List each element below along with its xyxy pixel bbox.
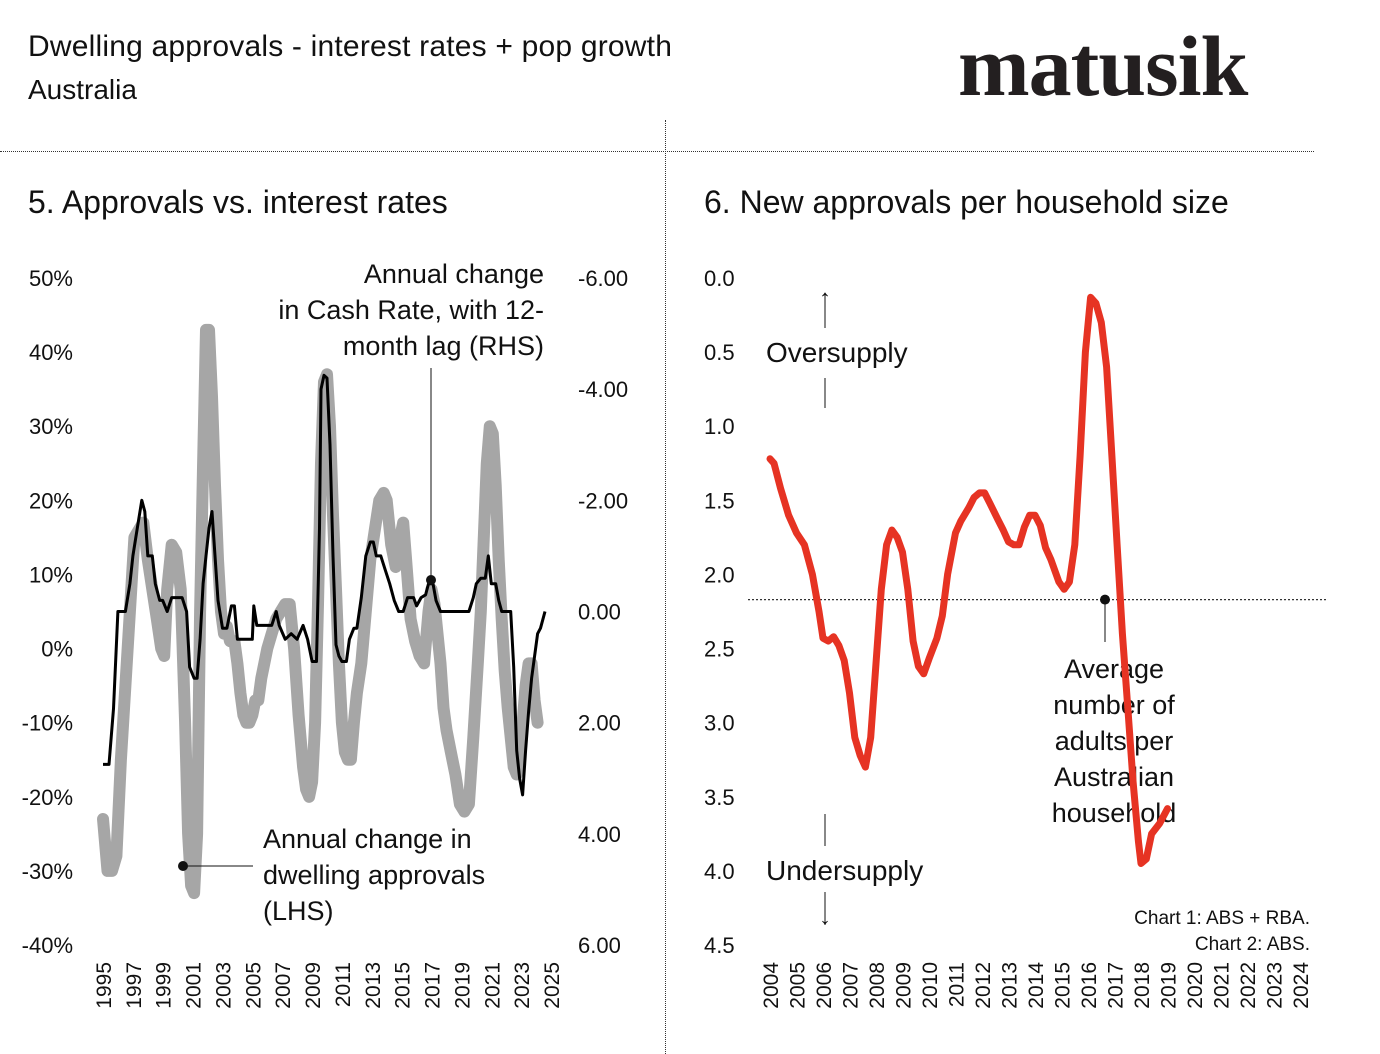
cash-rate-annotation-text: in Cash Rate, with 12- (278, 295, 544, 325)
right-axis-tick-label: 0.00 (578, 600, 621, 625)
right-axis-tick-label: -4.00 (578, 377, 628, 402)
y-axis-tick-label: 1.0 (704, 414, 735, 439)
x-axis-tick-label: 2011 (332, 962, 355, 1007)
x-axis-tick-label: 1997 (123, 962, 146, 1009)
x-axis-tick-label: 2013 (999, 962, 1022, 1009)
y-axis-tick-label: 0.5 (704, 340, 735, 365)
x-axis-tick-label: 2008 (866, 962, 889, 1009)
approvals-annotation-dot (178, 861, 188, 871)
x-axis-tick-label: 2009 (302, 962, 325, 1009)
x-axis-tick-label: 2013 (362, 962, 385, 1009)
x-axis-tick-label: 2014 (1025, 962, 1048, 1009)
x-axis-tick-label: 2019 (451, 962, 474, 1009)
right-axis-tick-label: -6.00 (578, 266, 628, 291)
right-axis-tick-label: -2.00 (578, 488, 628, 513)
x-axis-tick-label: 2004 (760, 962, 783, 1009)
header-title: Dwelling approvals - interest rates + po… (28, 30, 673, 63)
cash-rate-annotation-text: month lag (RHS) (343, 331, 544, 361)
x-axis-tick-label: 2017 (422, 962, 445, 1009)
x-axis-tick-label: 2005 (787, 962, 810, 1009)
right-panel-title: 6. New approvals per household size (704, 184, 1229, 220)
y-axis-tick-label: 2.5 (704, 637, 735, 662)
x-axis-tick-label: 2012 (972, 962, 995, 1009)
household-series-line (766, 293, 1171, 867)
y-axis-tick-label: 3.5 (704, 785, 735, 810)
reference-annotation-text: adults per (1055, 726, 1174, 756)
y-axis-tick-label: 0.0 (704, 266, 735, 291)
x-axis-tick-label: 2007 (272, 962, 295, 1009)
panel-divider (665, 120, 666, 1054)
x-axis-tick-label: 2006 (813, 962, 836, 1009)
x-axis-tick-label: 2022 (1237, 962, 1260, 1009)
down-arrow-icon: ↓ (819, 903, 831, 930)
reference-annotation-text: Australian (1054, 762, 1174, 792)
approvals-annotation-text: Annual change in (263, 824, 472, 854)
right-axis-tick-label: 2.00 (578, 711, 621, 736)
x-axis-tick-label: 2009 (893, 962, 916, 1009)
x-axis-tick-label: 1999 (153, 962, 176, 1009)
reference-annotation-text: household (1052, 798, 1177, 828)
x-axis-tick-label: 2010 (919, 962, 942, 1009)
approvals-annotation-text: (LHS) (263, 896, 334, 926)
brand-logo: matusik (958, 18, 1248, 114)
right-axis-tick-label: 6.00 (578, 933, 621, 958)
right-axis-tick-label: 4.00 (578, 822, 621, 847)
x-axis-tick-label: 2024 (1290, 962, 1313, 1009)
approvals-vs-rates-chart: 50% 40% 30% 20% 10% 0% -10% -20% -30% -40% -6.00 -4… (22, 259, 629, 1009)
left-axis-tick-label: -40% (22, 933, 73, 958)
left-axis-tick-label: 10% (29, 562, 73, 587)
x-axis-tick-label: 2023 (511, 962, 534, 1009)
x-axis-tick-label: 2005 (242, 962, 265, 1009)
left-axis-tick-label: 30% (29, 414, 73, 439)
undersupply-label: Undersupply (766, 855, 923, 886)
x-axis-tick-label: 2021 (1211, 962, 1234, 1009)
approvals-annotation-text: dwelling approvals (263, 860, 485, 890)
x-axis-tick-label: 2025 (541, 962, 564, 1009)
source-note: Chart 2: ABS. (1195, 934, 1310, 955)
cash-rate-series-line (103, 373, 547, 797)
x-axis-tick-label: 2023 (1264, 962, 1287, 1009)
y-axis-tick-label: 4.5 (704, 933, 735, 958)
x-axis-tick-label: 2021 (481, 962, 504, 1009)
x-axis-tick-label: 1995 (93, 962, 116, 1009)
reference-annotation-text: number of (1053, 690, 1175, 720)
cash-rate-annotation-text: Annual change (364, 259, 544, 289)
header-divider (0, 151, 1314, 152)
header-subtitle: Australia (28, 74, 137, 105)
left-axis-tick-label: 20% (29, 488, 73, 513)
x-axis-tick-label: 2015 (1052, 962, 1075, 1009)
x-axis-tick-label: 2017 (1105, 962, 1128, 1009)
left-axis-tick-label: -10% (22, 711, 73, 736)
x-axis-tick-label: 2020 (1184, 962, 1207, 1009)
x-axis-tick-label: 2011 (946, 962, 969, 1007)
left-axis-tick-label: 50% (29, 266, 73, 291)
x-axis-tick-label: 2018 (1131, 962, 1154, 1009)
left-panel-title: 5. Approvals vs. interest rates (28, 184, 448, 220)
y-axis-tick-label: 1.5 (704, 488, 735, 513)
x-axis-tick-label: 2001 (183, 962, 206, 1009)
y-axis-tick-label: 3.0 (704, 711, 735, 736)
y-axis-tick-label: 2.0 (704, 562, 735, 587)
cash-rate-annotation-dot (426, 575, 436, 585)
left-axis-tick-label: 40% (29, 340, 73, 365)
source-note: Chart 1: ABS + RBA. (1134, 908, 1310, 929)
reference-annotation-text: Average (1064, 654, 1164, 684)
left-axis-tick-label: -30% (22, 859, 73, 884)
x-axis-tick-label: 2003 (213, 962, 236, 1009)
x-axis-tick-label: 2019 (1158, 962, 1181, 1009)
x-axis-tick-label: 2016 (1078, 962, 1101, 1009)
left-axis-tick-label: -20% (22, 785, 73, 810)
x-axis-tick-label: 2015 (392, 962, 415, 1009)
x-axis-tick-label: 2007 (840, 962, 863, 1009)
y-axis-tick-label: 4.0 (704, 859, 735, 884)
oversupply-label: Oversupply (766, 337, 908, 368)
left-axis-tick-label: 0% (41, 637, 73, 662)
